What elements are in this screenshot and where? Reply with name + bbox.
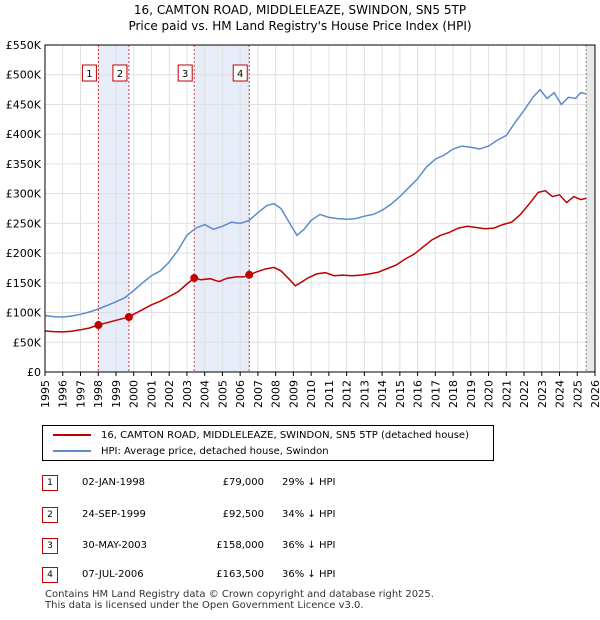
transaction-point <box>124 313 133 322</box>
y-tick-label: £50K <box>13 336 42 349</box>
transaction-price: £92,500 <box>222 509 264 520</box>
x-tick-label: 2017 <box>429 380 442 408</box>
y-tick-label: £250K <box>6 217 42 230</box>
transaction-marker: 1 <box>42 475 58 491</box>
transaction-marker: 3 <box>42 538 58 554</box>
legend-item-hpi: HPI: Average price, detached house, Swin… <box>53 445 329 459</box>
x-tick-label: 2015 <box>394 380 407 408</box>
y-tick-label: £150K <box>6 277 42 290</box>
transaction-hpi: 36% ↓ HPI <box>282 569 336 580</box>
y-tick-label: £550K <box>6 39 42 52</box>
plot-area <box>45 45 595 372</box>
price-chart: £0 £50K £100K £150K £200K £250K £300K £350K £400… <box>6 39 600 408</box>
y-tick-label: £500K <box>6 69 42 82</box>
transaction-point <box>94 321 103 330</box>
transaction-label: 3 <box>177 64 193 82</box>
transaction-date: 07-JUL-2006 <box>82 569 144 580</box>
transaction-point <box>245 270 254 279</box>
x-tick-label: 2007 <box>252 380 265 408</box>
footer-licence: This data is licensed under the Open Gov… <box>45 600 364 611</box>
legend-label-property: 16, CAMTON ROAD, MIDDLELEAZE, SWINDON, S… <box>101 430 469 441</box>
x-tick-label: 2022 <box>518 380 531 408</box>
legend-swatch-property <box>53 434 91 436</box>
transaction-label-box <box>232 64 248 82</box>
x-tick-label: 2000 <box>128 380 141 408</box>
transaction-hpi: 36% ↓ HPI <box>282 540 336 551</box>
transaction-label-text: 2 <box>117 69 123 80</box>
transaction-price: £158,000 <box>216 540 264 551</box>
transaction-label-text: 3 <box>182 69 188 80</box>
transaction-label-box <box>81 64 97 82</box>
y-tick-label: £350K <box>6 158 42 171</box>
y-tick-label: £400K <box>6 128 42 141</box>
transaction-label-box <box>112 64 128 82</box>
x-tick-label: 2011 <box>323 380 336 408</box>
x-tick-label: 1999 <box>110 380 123 408</box>
x-tick-label: 2019 <box>465 380 478 408</box>
x-tick-label: 2013 <box>358 380 371 408</box>
x-tick-label: 2024 <box>554 380 567 408</box>
transaction-marker: 2 <box>42 507 58 523</box>
x-tick-label: 2004 <box>199 380 212 408</box>
x-tick-label: 2001 <box>145 380 158 408</box>
legend-label-hpi: HPI: Average price, detached house, Swin… <box>101 446 329 457</box>
x-tick-label: 2016 <box>412 380 425 408</box>
series-line <box>44 189 587 333</box>
transaction-hpi: 34% ↓ HPI <box>282 509 336 520</box>
x-tick-label: 2002 <box>163 380 176 408</box>
x-tick-label: 2003 <box>181 380 194 408</box>
y-tick-label: £450K <box>6 98 42 111</box>
transaction-date: 02-JAN-1998 <box>82 477 146 488</box>
footer-copyright: Contains HM Land Registry data © Crown c… <box>45 589 434 600</box>
transaction-price: £79,000 <box>222 477 264 488</box>
x-tick-label: 2020 <box>483 380 496 408</box>
x-tick-label: 2025 <box>571 380 584 408</box>
x-tick-label: 2012 <box>341 380 354 408</box>
x-tick-label: 2023 <box>536 380 549 408</box>
transaction-point <box>190 274 199 283</box>
forecast-region <box>586 45 595 372</box>
plot-frame <box>44 44 596 373</box>
x-tick-label: 2014 <box>376 380 389 408</box>
x-tick-label: 1996 <box>57 380 70 408</box>
x-tick-label: 2006 <box>234 380 247 408</box>
y-tick-label: £0 <box>27 366 41 379</box>
x-tick-label: 1998 <box>92 380 105 408</box>
transaction-price: £163,500 <box>216 569 264 580</box>
transaction-label-text: 1 <box>86 69 92 80</box>
shaded-period <box>98 45 129 372</box>
x-tick-label: 1997 <box>74 380 87 408</box>
transaction-label: 2 <box>112 64 128 82</box>
transaction-date: 24-SEP-1999 <box>82 509 146 520</box>
transaction-label-box <box>177 64 193 82</box>
x-tick-label: 1995 <box>39 380 52 408</box>
footer: Contains HM Land Registry data © Crown c… <box>45 589 434 611</box>
legend: 16, CAMTON ROAD, MIDDLELEAZE, SWINDON, S… <box>42 425 494 461</box>
chart-title: 16, CAMTON ROAD, MIDDLELEAZE, SWINDON, S… <box>133 3 467 17</box>
x-tick-label: 2010 <box>305 380 318 408</box>
y-tick-label: £100K <box>6 307 42 320</box>
transaction-date: 30-MAY-2003 <box>82 540 148 551</box>
transaction-label: 4 <box>232 64 248 82</box>
x-tick-label: 2009 <box>287 380 300 408</box>
x-tick-label: 2008 <box>270 380 283 408</box>
x-tick-label: 2005 <box>216 380 229 408</box>
legend-swatch-hpi <box>53 450 91 452</box>
series-line <box>44 88 587 318</box>
y-tick-label: £200K <box>6 247 42 260</box>
shaded-period <box>194 45 250 372</box>
x-tick-label: 2021 <box>500 380 513 408</box>
transaction-label: 1 <box>81 64 97 82</box>
transaction-hpi: 29% ↓ HPI <box>282 477 336 488</box>
x-tick-label: 2018 <box>447 380 460 408</box>
transaction-marker: 4 <box>42 567 58 583</box>
transaction-label-text: 4 <box>237 69 243 80</box>
legend-item-property: 16, CAMTON ROAD, MIDDLELEAZE, SWINDON, S… <box>53 429 469 443</box>
chart-subtitle: Price paid vs. HM Land Registry's House … <box>128 19 472 33</box>
x-tick-label: 2026 <box>589 380 600 408</box>
y-tick-label: £300K <box>6 188 42 201</box>
